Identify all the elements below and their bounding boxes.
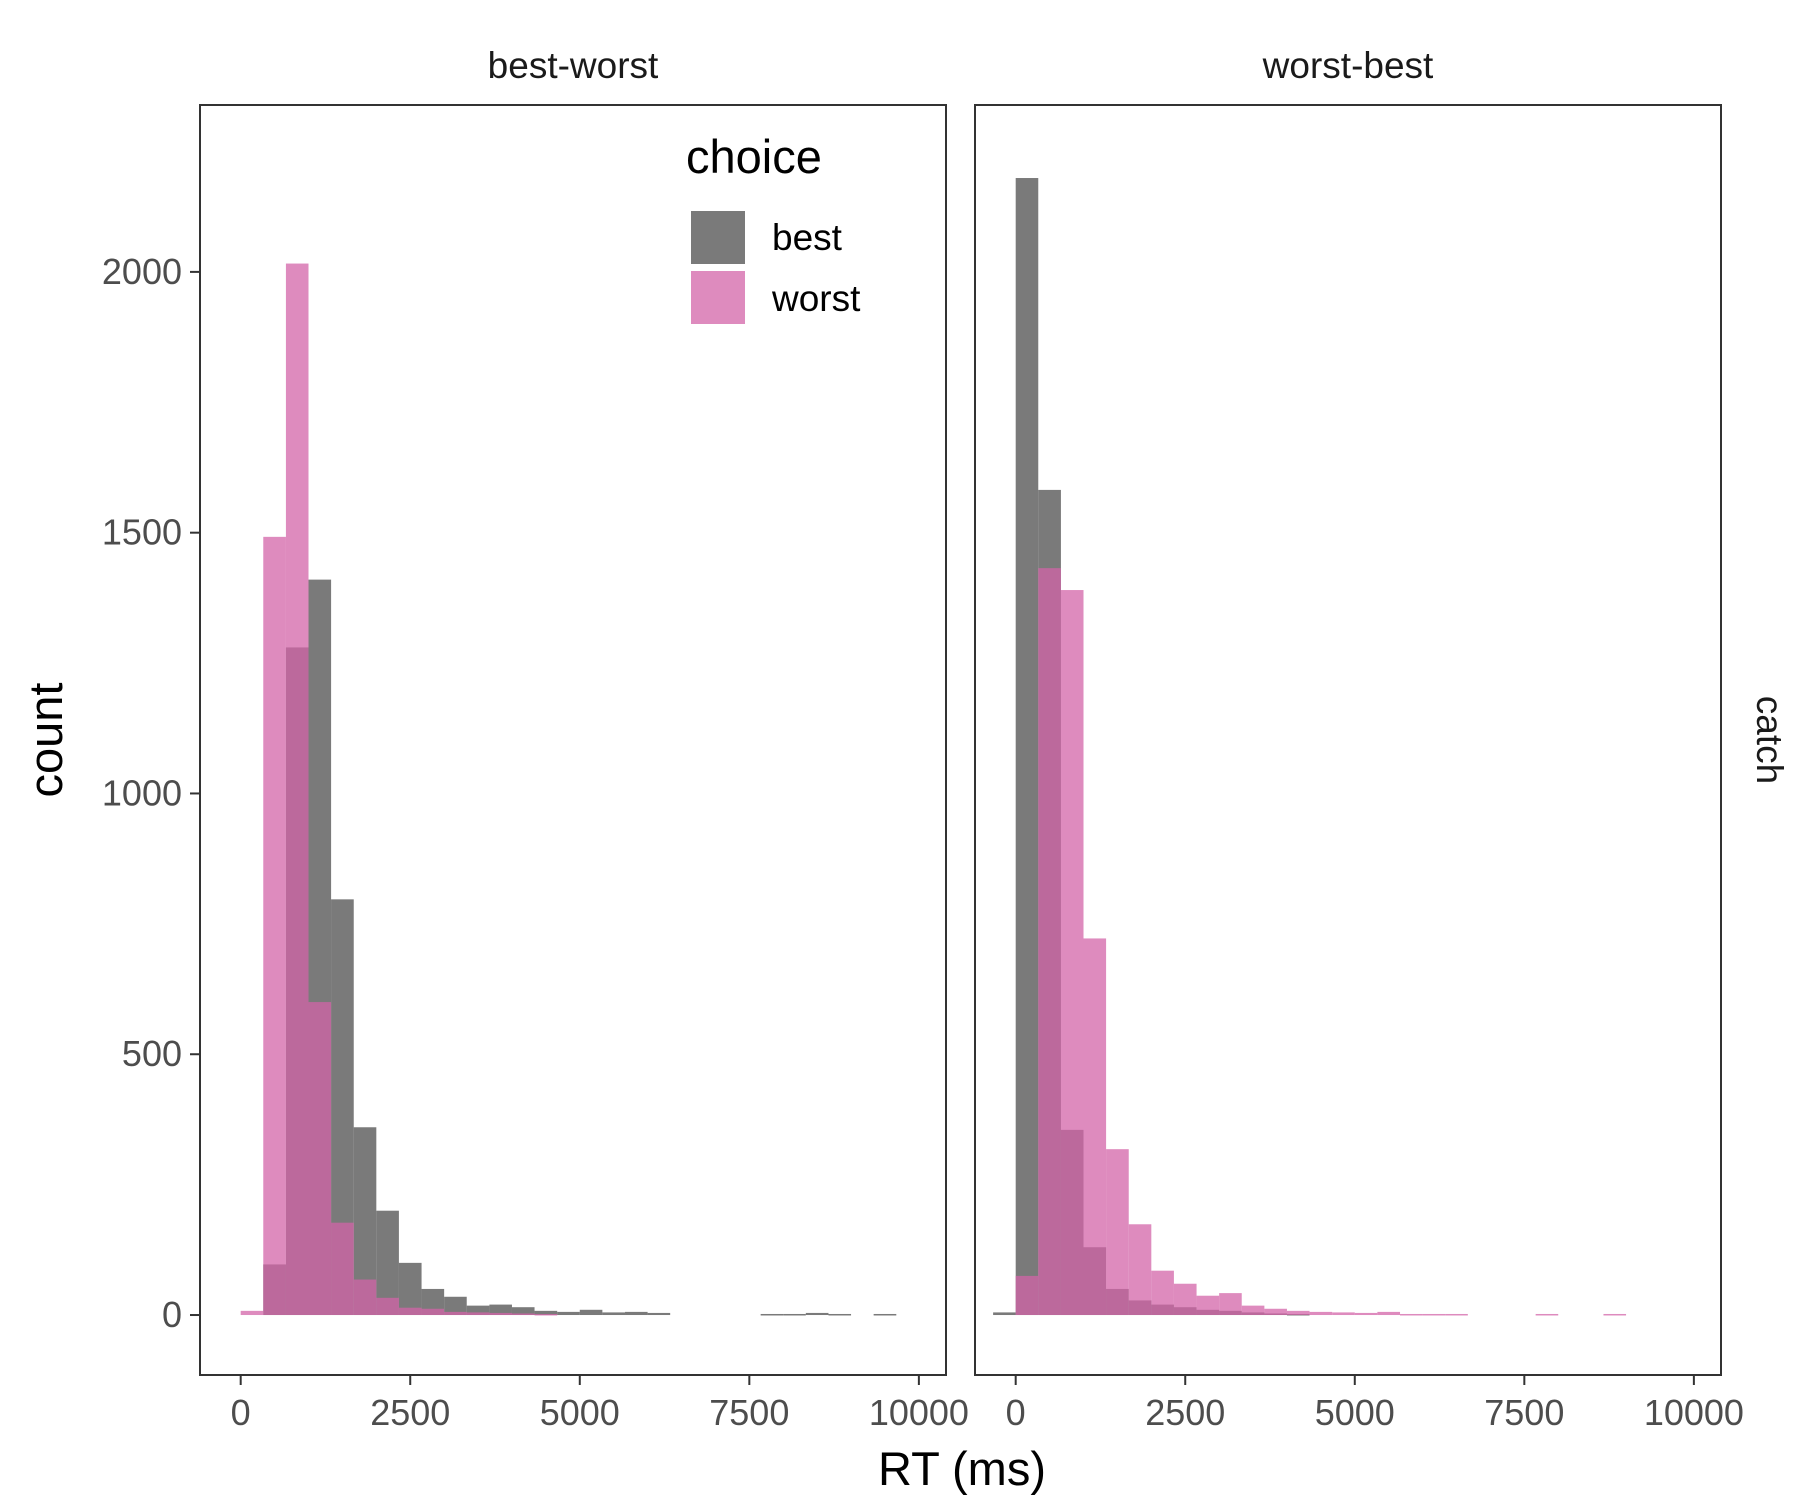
histogram-bar (1354, 1312, 1378, 1316)
panel-border (199, 104, 947, 1376)
histogram-bar (376, 1297, 399, 1316)
histogram-bar (1173, 1283, 1197, 1316)
y-tick-label: 500 (122, 1033, 182, 1074)
histogram-bar (647, 1312, 671, 1316)
histogram-bar (1060, 590, 1084, 1316)
histogram-bar (308, 1002, 332, 1316)
histogram-bar (444, 1311, 467, 1316)
panel-border (974, 104, 1722, 1376)
y-tick-label: 1500 (102, 512, 182, 553)
x-tick-label: 2500 (370, 1392, 450, 1433)
y-tick-label: 0 (162, 1294, 182, 1335)
legend: choice best worst (686, 130, 861, 324)
histogram-bar (1603, 1313, 1627, 1316)
x-tick-label: 10000 (1644, 1392, 1744, 1433)
panel-title: worst-best (1262, 45, 1434, 86)
histogram-bar (579, 1309, 603, 1316)
histogram-bar (1015, 1275, 1039, 1316)
x-tick-label: 5000 (540, 1392, 620, 1433)
x-tick-label: 0 (1006, 1392, 1026, 1433)
row-strip-label: catch (1749, 696, 1790, 784)
x-tick-label: 7500 (709, 1392, 789, 1433)
x-tick-label: 2500 (1145, 1392, 1225, 1433)
histogram-bar (625, 1311, 648, 1316)
x-tick-label: 5000 (1315, 1392, 1395, 1433)
y-tick-label: 2000 (102, 251, 182, 292)
histogram-bar (1241, 1305, 1265, 1316)
histogram-bar (1445, 1313, 1468, 1316)
histogram-bar (1286, 1310, 1310, 1316)
histogram-bar (1083, 938, 1107, 1316)
x-tick-label: 7500 (1484, 1392, 1564, 1433)
histogram-bar (993, 1312, 1016, 1316)
histogram-bar (263, 536, 286, 1316)
histogram-bar (1015, 178, 1039, 1316)
x-tick-label: 10000 (869, 1392, 969, 1433)
histogram-bar (602, 1312, 626, 1316)
histogram-bar (1309, 1311, 1333, 1316)
histogram-bar (489, 1312, 512, 1316)
panels-layer: best-worst 0 2500 5000 7500 10000 0 500 1000 1500… (102, 45, 1744, 1433)
histogram-bar (353, 1279, 377, 1316)
histogram-bar (331, 1222, 354, 1316)
histogram-bar (398, 1307, 422, 1316)
histogram-bar (783, 1313, 806, 1316)
legend-swatch-best (691, 211, 745, 264)
histogram-bar (489, 1304, 512, 1316)
histogram-bar (534, 1310, 558, 1316)
panel-best-worst: best-worst 0 2500 5000 7500 10000 0 500 1000 1500… (102, 45, 969, 1433)
histogram-bar (421, 1288, 445, 1316)
histogram-bar (398, 1262, 422, 1316)
histogram-bar (805, 1312, 829, 1316)
legend-swatch-worst (691, 271, 745, 324)
histogram-bar (1422, 1313, 1446, 1316)
histogram-bar (1196, 1295, 1220, 1316)
panel-worst-best: worst-best 0 2500 5000 7500 10000 (974, 45, 1744, 1433)
histogram-bar (828, 1313, 852, 1316)
y-tick-label: 1000 (102, 772, 182, 813)
histogram-bar (376, 1210, 399, 1316)
histogram-bar (1151, 1270, 1174, 1316)
histogram-bar (240, 1310, 264, 1316)
histogram-bar (466, 1312, 490, 1316)
histogram-bar (511, 1307, 535, 1316)
histogram-bar (1219, 1293, 1242, 1316)
histogram-bar (353, 1127, 377, 1316)
x-axis-title: RT (ms) (878, 1442, 1046, 1495)
series-worst (240, 263, 558, 1316)
histogram-bar (1264, 1308, 1287, 1316)
legend-label-best: best (772, 217, 843, 258)
histogram-bar (331, 899, 354, 1316)
x-tick-label: 0 (231, 1392, 251, 1433)
histogram-bar (1400, 1313, 1423, 1316)
histogram-bar (285, 263, 309, 1316)
histogram-bar (1332, 1312, 1355, 1316)
series-best (263, 579, 897, 1316)
histogram-bar (534, 1313, 558, 1316)
legend-label-worst: worst (771, 278, 861, 319)
histogram-bar (557, 1311, 580, 1316)
panel-title: best-worst (488, 45, 659, 86)
histogram-bar (760, 1313, 784, 1316)
histogram-bar (1038, 568, 1061, 1316)
legend-title: choice (686, 130, 822, 183)
histogram-bar (1535, 1313, 1559, 1316)
histogram-bar (1377, 1311, 1401, 1316)
histogram-bar (1106, 1149, 1129, 1316)
histogram-bar (511, 1313, 535, 1316)
histogram-bar (421, 1308, 445, 1316)
histogram-bar (1128, 1224, 1152, 1316)
series-worst (1015, 568, 1627, 1316)
histogram-bar (873, 1313, 897, 1316)
histogram-bar (444, 1296, 467, 1316)
y-axis-title: count (19, 683, 72, 798)
histogram-bar (466, 1305, 490, 1316)
